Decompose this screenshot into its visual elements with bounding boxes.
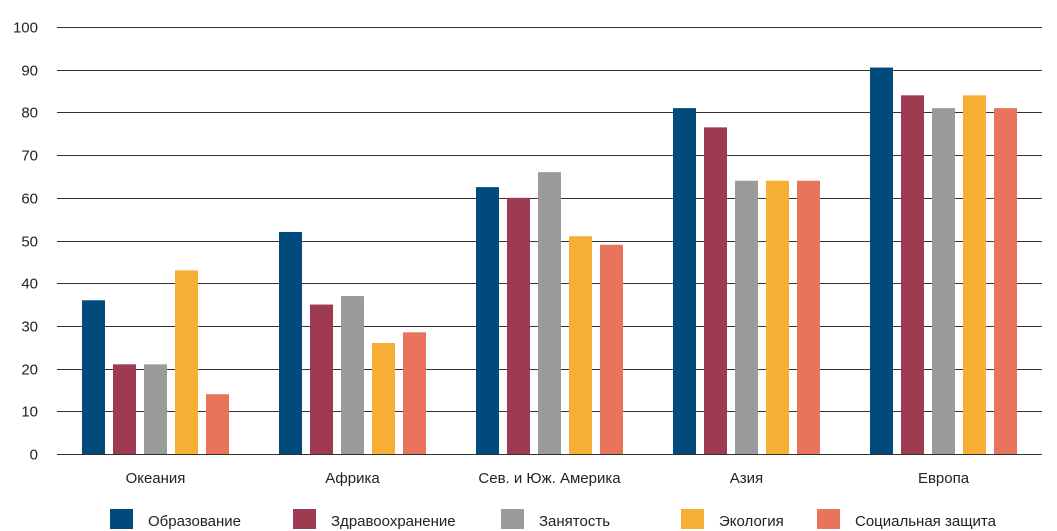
bar [797,180,820,454]
y-tick-label: 90 [21,63,38,80]
bar [932,108,955,454]
bar [175,270,198,454]
legend-swatch [681,509,704,529]
bar [341,296,364,454]
y-tick-label: 100 [13,20,38,37]
bar [735,180,758,454]
bar [113,364,136,454]
bar [476,187,499,454]
bar [279,231,302,454]
bar [870,67,893,454]
y-tick-label: 0 [30,447,38,464]
bar [403,332,426,454]
bar [994,108,1017,454]
legend-label: Экология [719,513,784,530]
bar [206,394,229,454]
y-tick-label: 20 [21,362,38,379]
bar [538,172,561,454]
bar [901,95,924,454]
bar [766,180,789,454]
legend-swatch [293,509,316,529]
y-tick-label: 60 [21,191,38,208]
legend-label: Образование [148,513,241,530]
x-axis-labels: Океания Африка Сев. и Юж. Америка Азия Европ… [126,470,970,487]
bar [963,95,986,454]
bar [144,364,167,454]
legend-label: Здравоохранение [331,513,456,530]
bar [704,127,727,454]
x-tick-label: Азия [730,470,763,487]
bar [310,304,333,454]
legend-label: Социальная защита [855,513,997,530]
bars [82,67,1017,455]
y-tick-label: 80 [21,105,38,122]
y-tick-label: 10 [21,404,38,421]
bar [673,108,696,454]
y-tick-label: 40 [21,276,38,293]
legend-swatch [817,509,840,529]
y-tick-label: 70 [21,148,38,165]
y-axis-ticks: 0 10 20 30 40 50 60 70 80 90 100 [13,20,38,464]
x-tick-label: Океания [126,470,186,487]
y-tick-label: 50 [21,234,38,251]
legend-swatch [110,509,133,529]
bar [569,236,592,454]
legend-label: Занятость [539,513,610,530]
legend: Образование Здравоохранение Занятость Эколо… [110,509,997,530]
legend-swatch [501,509,524,529]
x-tick-label: Сев. и Юж. Америка [478,470,621,487]
x-tick-label: Африка [325,470,380,487]
x-tick-label: Европа [918,470,970,487]
bar [507,197,530,455]
y-tick-label: 30 [21,319,38,336]
bar [600,244,623,454]
bar [372,342,395,454]
bar [82,300,105,454]
